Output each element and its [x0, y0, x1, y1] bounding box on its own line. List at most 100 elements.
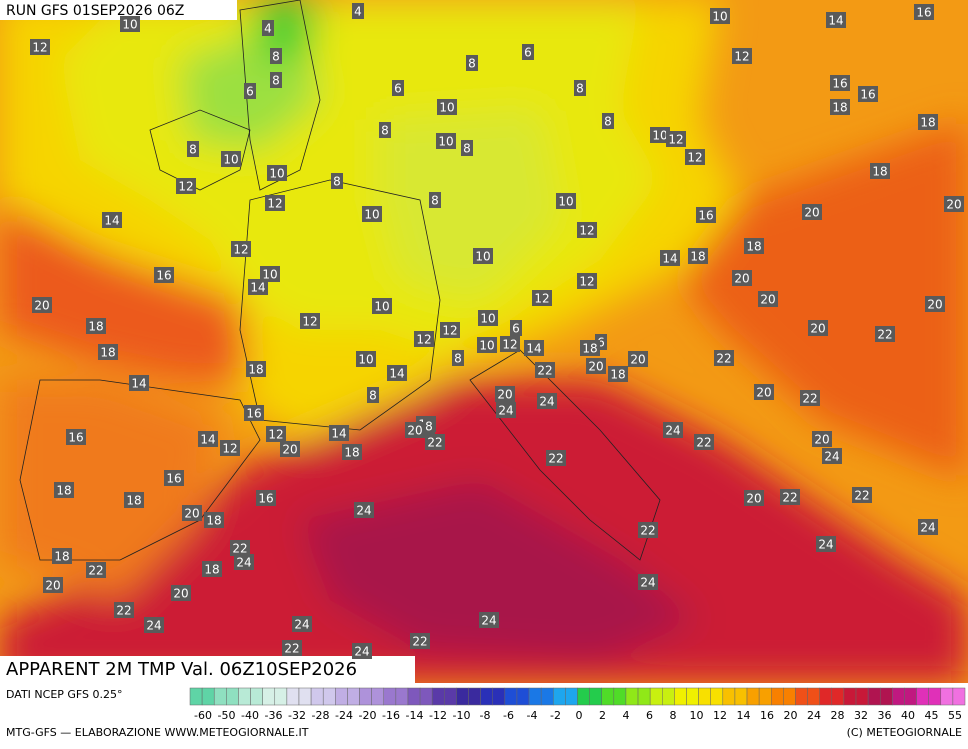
temp-label: 20 — [734, 272, 749, 286]
temp-label: 16 — [156, 269, 171, 283]
temp-label: 8 — [454, 352, 462, 366]
temp-label: 12 — [579, 275, 594, 289]
legend-label: 40 — [901, 709, 915, 722]
label-box — [666, 131, 686, 147]
temp-label: 10 — [223, 153, 238, 167]
temp-label: 12 — [534, 292, 549, 306]
legend-label: -10 — [453, 709, 471, 722]
temp-label: 16 — [698, 209, 713, 223]
temp-label: 10 — [712, 10, 727, 24]
legend-swatch — [298, 687, 312, 706]
legend-swatch — [746, 687, 760, 706]
legend-swatch — [855, 687, 869, 706]
map-field — [0, 0, 968, 683]
temp-label: 18 — [582, 342, 597, 356]
label-box — [477, 337, 497, 353]
legend-swatch — [928, 687, 942, 706]
legend-label: -4 — [527, 709, 538, 722]
temp-label: 24 — [665, 424, 680, 438]
label-box — [204, 512, 224, 528]
label-box — [43, 577, 63, 593]
label-box — [354, 502, 374, 518]
label-box — [696, 207, 716, 223]
temp-label: 16 — [68, 431, 83, 445]
temp-label: 24 — [824, 450, 839, 464]
temp-label: 6 — [246, 85, 254, 99]
legend-label: -20 — [359, 709, 377, 722]
temp-label: 20 — [946, 198, 961, 212]
label-box — [452, 350, 464, 366]
label-box — [495, 386, 515, 402]
temp-label: 14 — [389, 367, 404, 381]
label-box — [602, 113, 614, 129]
temp-label: 24 — [146, 619, 161, 633]
label-box — [944, 196, 964, 212]
label-box — [54, 482, 74, 498]
temp-label: 20 — [173, 587, 188, 601]
legend-swatch — [819, 687, 833, 706]
temp-label: 18 — [920, 116, 935, 130]
legend-swatch — [601, 687, 615, 706]
temp-label: 20 — [804, 206, 819, 220]
legend-swatch — [250, 687, 263, 706]
label-box — [221, 151, 241, 167]
label-box — [262, 20, 274, 36]
label-box — [744, 490, 764, 506]
temp-label: 8 — [468, 57, 476, 71]
label-box — [694, 434, 714, 450]
label-box — [710, 8, 730, 24]
temp-label: 20 — [810, 322, 825, 336]
temp-label: 8 — [431, 194, 439, 208]
label-box — [577, 222, 597, 238]
temp-label: 16 — [860, 88, 875, 102]
legend-swatch — [952, 687, 966, 706]
temp-label: 4 — [354, 5, 362, 19]
credit-label: MTG-GFS — ELABORAZIONE WWW.METEOGIORNALE… — [6, 726, 309, 739]
label-box — [608, 366, 628, 382]
temp-label: 22 — [412, 635, 427, 649]
legend-swatch — [347, 687, 360, 706]
temp-label: 24 — [354, 645, 369, 659]
temp-label: 18 — [832, 101, 847, 115]
temp-label: 8 — [381, 124, 389, 138]
temp-label: 18 — [204, 563, 219, 577]
label-box — [436, 133, 456, 149]
label-box — [86, 562, 106, 578]
legend-swatch — [771, 687, 784, 706]
legend-swatch — [637, 687, 651, 706]
label-box — [129, 375, 149, 391]
temp-label: 24 — [539, 395, 554, 409]
temp-label: 14 — [828, 14, 843, 28]
legend-swatch — [322, 687, 336, 706]
legend-swatch — [335, 687, 348, 706]
label-box — [532, 290, 552, 306]
legend-swatch — [226, 687, 239, 706]
label-box — [176, 178, 196, 194]
temp-label: 20 — [756, 386, 771, 400]
temp-label: 20 — [45, 579, 60, 593]
temp-label: 10 — [479, 339, 494, 353]
temp-label: 10 — [364, 208, 379, 222]
label-box — [220, 440, 240, 456]
legend-swatch — [649, 687, 663, 706]
label-box — [429, 192, 441, 208]
legend-swatch — [625, 687, 639, 706]
label-box — [858, 86, 878, 102]
label-box — [86, 318, 106, 334]
legend-swatch — [722, 687, 736, 706]
temp-label: 12 — [233, 243, 248, 257]
label-box — [812, 431, 832, 447]
temp-label: 18 — [54, 550, 69, 564]
legend-swatch — [492, 687, 506, 706]
temp-label: 10 — [475, 250, 490, 264]
legend-label: -8 — [480, 709, 491, 722]
legend-swatch — [201, 687, 215, 706]
temp-label: 12 — [302, 315, 317, 329]
label-box — [466, 55, 478, 71]
temp-label: 22 — [548, 452, 563, 466]
header-box — [0, 0, 237, 20]
label-box — [392, 80, 404, 96]
map-title: APPARENT 2M TMP Val. 06Z10SEP2026 — [6, 659, 357, 680]
temp-label: 12 — [416, 333, 431, 347]
